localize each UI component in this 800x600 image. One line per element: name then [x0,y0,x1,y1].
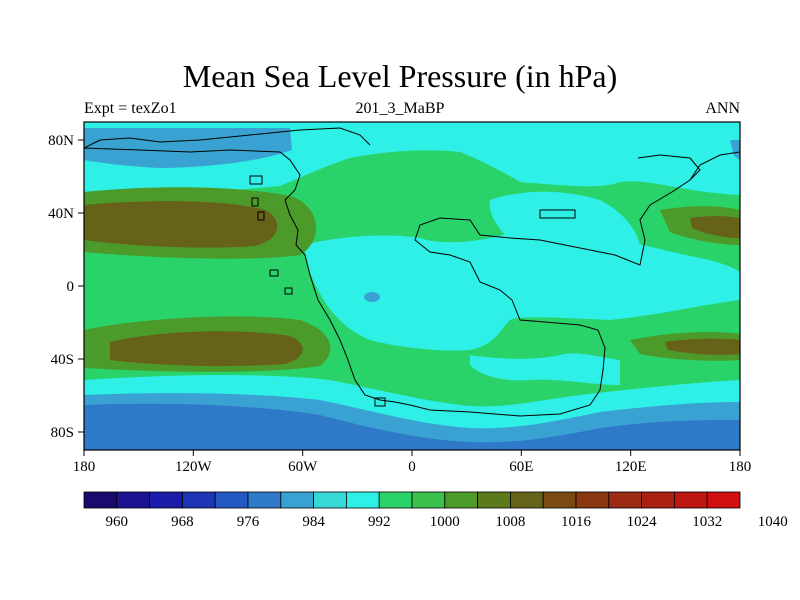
lon-tick-180e: 180 [729,459,752,475]
colorbar-swatch [444,491,478,509]
lon-tick-180w: 180 [73,459,96,475]
colorbar-label: 1000 [430,514,460,530]
island-4 [269,269,279,277]
colorbar-label: 1016 [561,514,592,530]
colorbar-swatch [509,491,544,509]
colorbar-label: 992 [368,514,391,530]
colorbar-label: 960 [106,514,129,530]
colorbar-label: 968 [171,514,194,530]
coastlines [84,127,740,417]
pressure-field [84,122,740,450]
colorbar-swatch [378,491,413,509]
colorbar-swatch [411,491,446,509]
lon-tick-60e: 60E [509,459,533,475]
lat-tick-40s: 40S [51,352,74,368]
inland-sea [539,209,576,219]
colorbar-swatch [575,491,610,509]
axis-ticks [78,139,741,456]
colorbar-swatch [116,491,151,509]
colorbar-label: 976 [237,514,260,530]
colorbar-label: 1024 [627,514,658,530]
coastline-north [84,127,371,149]
field-south-blue [84,403,740,450]
chart-title: Mean Sea Level Pressure (in hPa) [182,58,618,94]
colorbar-swatch [149,491,183,509]
field-sh-high-core [110,331,303,367]
colorbar-swatch [83,491,118,509]
colorbar-label: 984 [302,514,325,530]
colorbar-label: 1032 [692,514,722,530]
field-nh-high-core [84,201,278,248]
colorbar-swatch [214,491,249,509]
field-continent-cyan [304,230,740,351]
island-1 [249,175,263,185]
colorbar-swatch [477,491,511,509]
island-2 [251,197,259,207]
colorbar-label: 1008 [495,514,525,530]
island-3 [257,211,265,221]
colorbar-swatch [181,491,216,509]
colorbar-swatch [247,491,282,509]
colorbar-swatch [608,491,642,509]
island-5 [284,287,293,295]
lat-tick-80s: 80S [51,425,74,441]
colorbar: 960 968 976 984 992 1000 1008 1016 1024 1032 1040 [83,491,788,530]
colorbar-swatch [674,491,708,509]
field-indian-high-core [665,338,740,355]
lon-tick-60w: 60W [288,459,318,475]
lon-tick-120e: 120E [615,459,647,475]
colorbar-swatch [280,491,314,509]
field-north-blue [84,128,292,168]
colorbar-swatch [313,491,347,509]
field-small-low [364,292,380,302]
field-asia-cyan [489,191,640,258]
experiment-label: Expt = texZo1 [84,100,177,117]
colorbar-swatch [345,491,380,509]
colorbar-swatch [641,491,675,509]
colorbar-swatch [542,491,577,509]
lat-tick-40n: 40N [48,206,74,222]
lon-tick-0: 0 [408,459,416,475]
field-africa-cyan [470,353,620,385]
season-label: ANN [705,100,740,117]
lon-tick-120w: 120W [175,459,213,475]
colorbar-swatch [706,491,741,509]
lat-tick-80n: 80N [48,133,74,149]
island-6 [374,397,386,407]
colorbar-label: 1040 [758,514,788,530]
time-label: 201_3_MaBP [355,100,445,117]
coastline-main [84,147,740,417]
coastline-ne [637,154,701,181]
field-pacific-east-core [690,216,740,238]
field-north-blue-east [730,140,740,160]
lat-tick-0: 0 [67,279,75,295]
